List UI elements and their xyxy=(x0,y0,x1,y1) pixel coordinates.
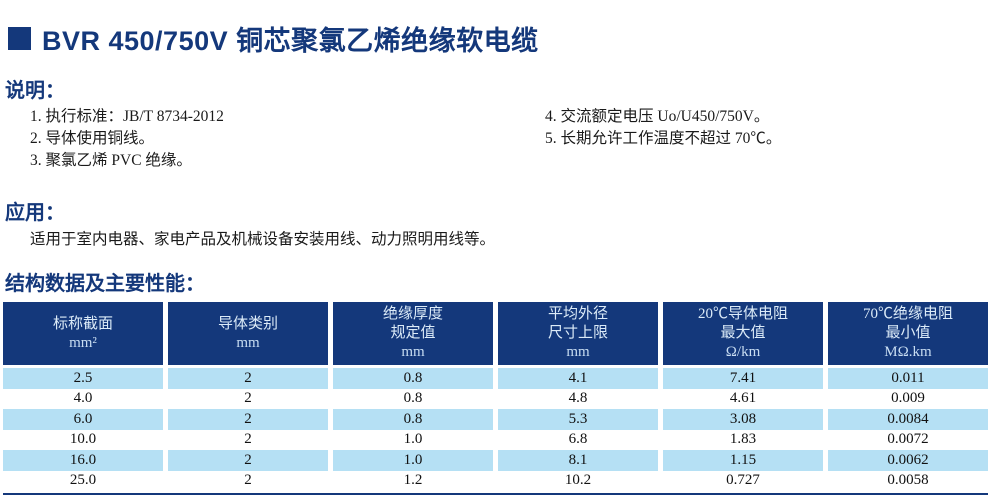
description-heading: 说明： xyxy=(5,80,65,102)
table-cell: 6.8 xyxy=(568,431,588,448)
table-row: 2.5 2 0.8 4.1 7.41 0.011 xyxy=(3,368,988,389)
table-cell: 25.0 xyxy=(69,472,97,489)
column-header-nominal-section: 标称截面 mm² xyxy=(3,302,163,365)
column-header-insulation-resistance-70c: 70℃绝缘电阻 最小值 MΩ.km xyxy=(828,302,988,365)
table-section-heading: 结构数据及主要性能： xyxy=(5,273,205,295)
spec-table: 标称截面 mm² 导体类别 mm 绝缘厚度 规定值 mm 平均外径 尺寸上限 m… xyxy=(3,302,988,495)
table-cell: 1.15 xyxy=(663,450,823,471)
table-cell: 2 xyxy=(244,472,252,489)
table-cell: 2 xyxy=(168,368,328,389)
table-cell: 2 xyxy=(244,390,252,407)
table-cell: 0.0072 xyxy=(887,431,929,448)
table-cell: 1.0 xyxy=(403,431,423,448)
table-cell: 10.0 xyxy=(69,431,97,448)
description-item: 2. 导体使用铜线。 xyxy=(30,130,155,147)
table-cell: 2 xyxy=(244,431,252,448)
table-cell: 0.727 xyxy=(726,472,760,489)
description-item: 5. 长期允许工作温度不超过 70℃。 xyxy=(545,130,782,147)
table-row: 25.0 2 1.2 10.2 0.727 0.0058 xyxy=(3,471,988,492)
column-header-mean-outer-diameter: 平均外径 尺寸上限 mm xyxy=(498,302,658,365)
table-cell: 2 xyxy=(168,450,328,471)
table-header-row: 标称截面 mm² 导体类别 mm 绝缘厚度 规定值 mm 平均外径 尺寸上限 m… xyxy=(3,302,988,365)
table-cell: 0.009 xyxy=(891,390,925,407)
description-item: 3. 聚氯乙烯 PVC 绝缘。 xyxy=(30,152,192,169)
table-cell: 2.5 xyxy=(3,368,163,389)
table-cell: 1.2 xyxy=(403,472,423,489)
square-bullet-icon xyxy=(8,27,31,50)
table-cell: 8.1 xyxy=(498,450,658,471)
table-body: 2.5 2 0.8 4.1 7.41 0.011 4.0 2 0.8 4.8 4… xyxy=(3,368,988,491)
table-cell: 0.0084 xyxy=(828,409,988,430)
application-heading: 应用： xyxy=(5,202,65,224)
table-cell: 6.0 xyxy=(3,409,163,430)
column-header-conductor-resistance-20c: 20℃导体电阻 最大值 Ω/km xyxy=(663,302,823,365)
table-row: 16.0 2 1.0 8.1 1.15 0.0062 xyxy=(3,450,988,471)
table-cell: 0.8 xyxy=(333,368,493,389)
table-cell: 10.2 xyxy=(564,472,592,489)
table-cell: 3.08 xyxy=(663,409,823,430)
column-header-conductor-class: 导体类别 mm xyxy=(168,302,328,365)
page-title-row: BVR 450/750V 铜芯聚氯乙烯绝缘软电缆 xyxy=(8,19,990,58)
table-cell: 4.1 xyxy=(498,368,658,389)
table-cell: 0.0062 xyxy=(828,450,988,471)
table-cell: 4.0 xyxy=(73,390,93,407)
column-header-insulation-thickness: 绝缘厚度 规定值 mm xyxy=(333,302,493,365)
table-cell: 0.0058 xyxy=(887,472,929,489)
table-cell: 4.8 xyxy=(568,390,588,407)
table-cell: 16.0 xyxy=(3,450,163,471)
description-item: 4. 交流额定电压 Uo/U450/750V。 xyxy=(545,108,770,125)
table-cell: 5.3 xyxy=(498,409,658,430)
table-cell: 7.41 xyxy=(663,368,823,389)
table-cell: 0.8 xyxy=(333,409,493,430)
table-row: 10.0 2 1.0 6.8 1.83 0.0072 xyxy=(3,430,988,451)
datasheet-page: BVR 450/750V 铜芯聚氯乙烯绝缘软电缆 说明： 1. 执行标准：JB/… xyxy=(0,19,990,495)
description-list: 1. 执行标准：JB/T 8734-2012 2. 导体使用铜线。 3. 聚氯乙… xyxy=(30,106,990,172)
table-row: 4.0 2 0.8 4.8 4.61 0.009 xyxy=(3,389,988,410)
table-row: 6.0 2 0.8 5.3 3.08 0.0084 xyxy=(3,409,988,430)
description-column-left: 1. 执行标准：JB/T 8734-2012 2. 导体使用铜线。 3. 聚氯乙… xyxy=(30,106,545,172)
table-cell: 2 xyxy=(168,409,328,430)
description-item: 1. 执行标准：JB/T 8734-2012 xyxy=(30,108,224,125)
table-cell: 0.8 xyxy=(403,390,423,407)
table-cell: 0.011 xyxy=(828,368,988,389)
description-column-right: 4. 交流额定电压 Uo/U450/750V。 5. 长期允许工作温度不超过 7… xyxy=(545,106,781,172)
page-title: BVR 450/750V 铜芯聚氯乙烯绝缘软电缆 xyxy=(42,26,539,56)
table-cell: 1.0 xyxy=(333,450,493,471)
application-text: 适用于室内电器、家电产品及机械设备安装用线、动力照明用线等。 xyxy=(30,231,496,248)
table-cell: 1.83 xyxy=(729,431,757,448)
table-cell: 4.61 xyxy=(729,390,757,407)
